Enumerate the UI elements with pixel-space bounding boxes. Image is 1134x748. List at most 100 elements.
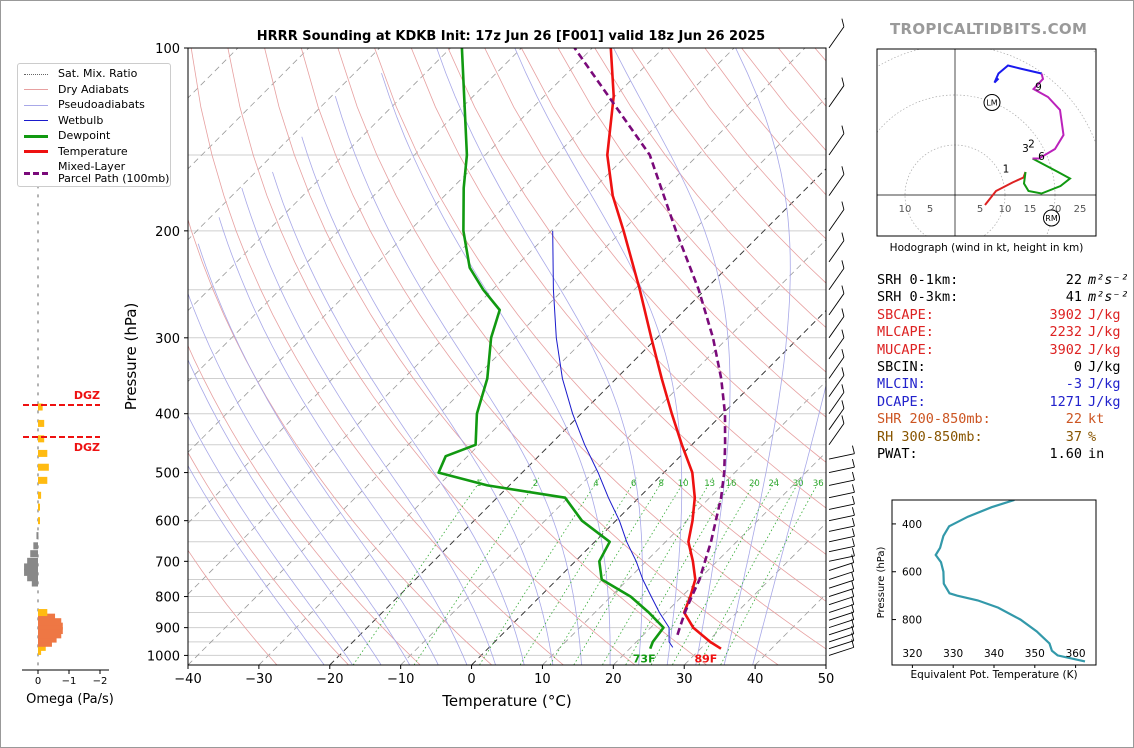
omega-x-axis-label: Omega (Pa/s) xyxy=(26,692,114,707)
isotherm-minus-20 xyxy=(329,168,826,665)
stats-label: SRH 0-3km: xyxy=(877,289,959,306)
legend-item: Temperature xyxy=(24,145,128,158)
wind-barb-flag xyxy=(851,563,855,572)
wind-barb-flag xyxy=(851,495,855,505)
wind-barb-staff xyxy=(828,26,845,49)
stats-unit: J/kg xyxy=(1088,359,1121,376)
surface-label-73f: 73F xyxy=(633,652,656,665)
hodograph-panel: 10 5 5 10 15 20 25 1 236 9 LM RM Hodograph (wind in … xyxy=(876,48,1097,254)
series-wetbulb xyxy=(552,230,674,648)
wind-barb-flag xyxy=(851,517,855,527)
dry-adiabat xyxy=(227,48,636,665)
stats-unit: J/kg xyxy=(1088,393,1121,410)
omega-bar xyxy=(38,435,45,443)
theta-e-x-axis-label: Equivalent Pot. Temperature (K) xyxy=(910,669,1077,681)
wind-barb-staff xyxy=(828,545,855,553)
wind-barb-flag xyxy=(841,166,845,175)
stats-value: -3 xyxy=(1065,376,1082,393)
omega-bar xyxy=(38,503,40,511)
stats-value: 1.60 xyxy=(1049,446,1082,463)
series-dewpoint xyxy=(437,48,665,650)
stats-row: DCAPE: 1271 J/kg xyxy=(877,394,1129,411)
stats-unit: J/kg xyxy=(1088,376,1121,393)
x-tick-label: 10 xyxy=(534,672,551,687)
theta-e-x-tick-label: 320 xyxy=(902,648,922,660)
pseudoadiabat xyxy=(272,171,525,665)
pseudoadiabat xyxy=(752,383,826,665)
omega-x-tick-label: −1 xyxy=(62,676,77,687)
wind-barb-staff xyxy=(828,408,845,430)
chart-legend: Sat. Mix. Ratio Dry Adiabats Pseudoadiabat… xyxy=(17,63,171,187)
wind-barb-staff xyxy=(828,555,855,562)
omega-bar xyxy=(38,419,45,427)
wind-barb-staff xyxy=(828,619,854,629)
omega-bar xyxy=(24,563,38,571)
omega-x-tick-label: 0 xyxy=(35,676,41,687)
wind-barb-flag xyxy=(851,459,855,468)
mixing-ratio-label: 24 xyxy=(768,479,779,489)
wind-barb xyxy=(828,232,845,263)
stats-value: 41 xyxy=(1065,289,1082,306)
omega-bar xyxy=(38,491,42,499)
legend-label: Wetbulb xyxy=(58,113,104,127)
wind-barb-staff xyxy=(828,240,845,263)
stats-unit: m²s⁻² xyxy=(1088,289,1129,306)
legend-item: Sat. Mix. Ratio xyxy=(24,68,137,80)
wind-barb xyxy=(828,611,855,629)
isotherm xyxy=(683,522,826,665)
pseudoadiabat xyxy=(241,187,496,665)
wind-barb xyxy=(828,415,845,446)
wind-barb-staff xyxy=(828,525,855,532)
wind-barb-staff xyxy=(828,503,855,510)
legend-label: Mixed-Layer Parcel Path (100mb) xyxy=(58,160,170,185)
omega-panel: 0 −1 −2 Omega (Pa/s) DGZ DGZ xyxy=(22,154,114,707)
hodo-ring-label: 15 xyxy=(1024,204,1037,215)
wind-barb-flag xyxy=(851,538,855,547)
omega-bar xyxy=(38,449,48,457)
omega-bar xyxy=(38,613,56,621)
legend-swatch xyxy=(24,73,48,75)
dry-adiabat xyxy=(521,48,826,418)
wind-barb-flag xyxy=(841,232,845,241)
dry-adiabat xyxy=(557,48,826,373)
pseudoadiabat xyxy=(613,48,731,665)
y-tick-label: 1000 xyxy=(147,649,180,664)
omega-bar xyxy=(33,542,38,550)
wind-barb-staff xyxy=(828,209,845,232)
dry-adiabat xyxy=(374,48,826,602)
stats-value: 2232 xyxy=(1049,324,1082,341)
legend-swatch xyxy=(24,150,48,153)
wind-barb-flag xyxy=(841,400,845,409)
x-tick-label: −30 xyxy=(245,672,272,687)
pseudoadiabat xyxy=(301,136,554,665)
dry-adiabat xyxy=(337,48,826,650)
mixing-ratio-label: 2 xyxy=(533,479,538,489)
stats-unit: % xyxy=(1088,428,1097,445)
dry-adiabat xyxy=(190,48,565,665)
stats-label: DCAPE: xyxy=(877,393,926,410)
wind-barb-staff xyxy=(828,293,845,316)
surface-label-89f: 89F xyxy=(694,652,717,665)
omega-bar xyxy=(38,643,46,651)
x-axis-label: Temperature (°C) xyxy=(441,692,571,710)
hodo-storm-label: RM xyxy=(1045,214,1058,223)
wind-barb-staff xyxy=(828,571,854,580)
wind-barb-staff xyxy=(828,423,845,446)
mixing-ratio-line xyxy=(549,477,665,665)
y-tick-label: 800 xyxy=(155,591,180,606)
mixing-ratio-line xyxy=(478,477,600,665)
omega-bar xyxy=(30,550,38,558)
wind-barb xyxy=(828,166,845,196)
legend-label: Dry Adiabats xyxy=(58,82,129,96)
wind-barb-staff xyxy=(828,85,845,108)
mixing-ratio-label: 4 xyxy=(593,479,598,489)
brand-watermark: TROPICALTIDBITS.COM xyxy=(890,20,1088,38)
legend-item: Wetbulb xyxy=(24,113,104,127)
legend-swatch xyxy=(24,89,48,90)
wind-barb-staff xyxy=(828,316,845,339)
wind-barb-staff xyxy=(828,466,855,474)
wind-barb-staff xyxy=(828,596,854,606)
mixing-ratio-line xyxy=(671,477,778,665)
y-tick-label: 500 xyxy=(155,467,180,482)
